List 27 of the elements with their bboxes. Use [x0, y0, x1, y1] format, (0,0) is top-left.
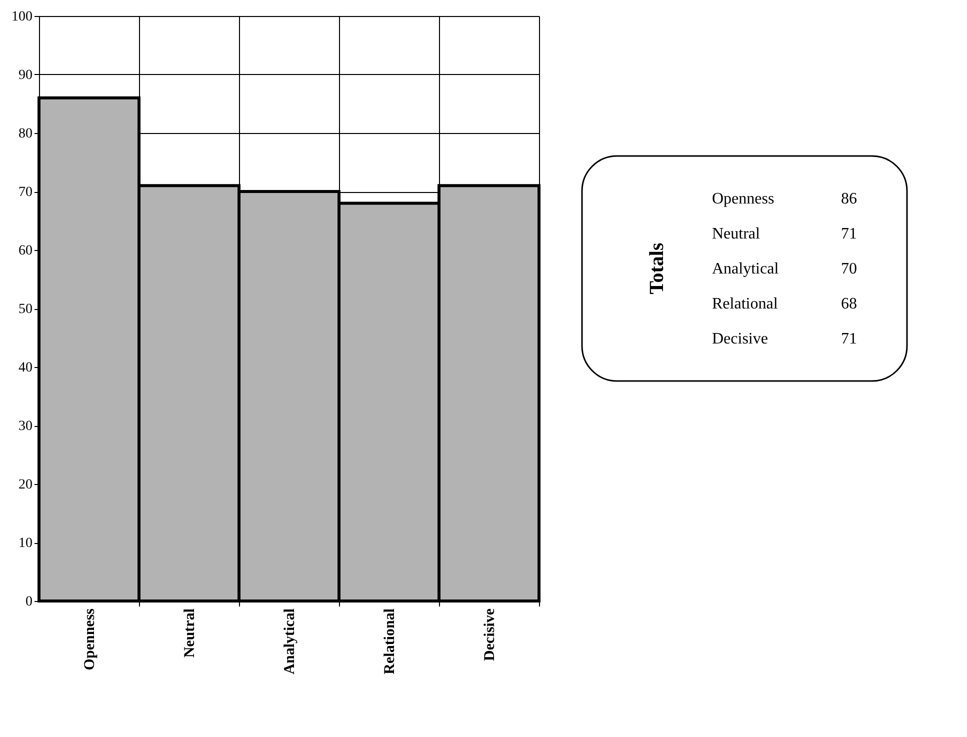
y-tick-label: 100 — [12, 10, 32, 24]
x-tick-label: Openness — [82, 608, 98, 670]
text: Totals — [646, 242, 668, 294]
category-label: Openness — [712, 190, 774, 208]
y-tick-label: 10 — [18, 536, 32, 551]
y-tick-label: 30 — [18, 419, 32, 434]
y-tick-label: 80 — [18, 126, 32, 142]
category-label: Analytical — [712, 260, 780, 278]
data-label: 71 — [841, 330, 857, 348]
x-tick-label: Relational — [382, 608, 398, 674]
x-tick-label: Decisive — [482, 608, 498, 661]
x-tick-label: Neutral — [182, 608, 198, 658]
data-label: 70 — [841, 260, 857, 278]
data-label: 68 — [841, 296, 857, 312]
category-label: Relational — [712, 296, 778, 312]
data-label: 71 — [841, 226, 857, 242]
x-tick-label: Analytical — [282, 608, 298, 674]
category-label: Decisive — [712, 330, 768, 348]
y-tick-label: 20 — [18, 478, 32, 492]
y-tick-label: 40 — [18, 360, 32, 376]
y-tick-label: 50 — [18, 302, 32, 317]
y-tick-label: 60 — [18, 244, 32, 258]
data-label: 86 — [841, 190, 857, 208]
y-tick-label: 70 — [18, 185, 32, 200]
y-tick-label: 90 — [18, 68, 32, 83]
y-tick-label: 0 — [26, 594, 32, 610]
category-label: Neutral — [712, 226, 761, 242]
